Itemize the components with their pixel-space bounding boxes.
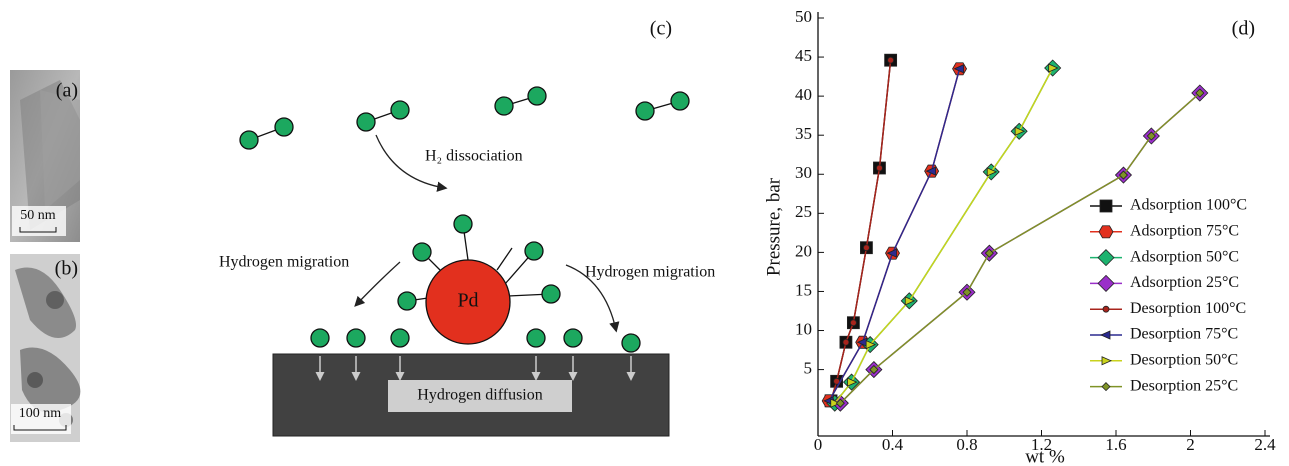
panel-label: (d) <box>1232 18 1255 40</box>
marker <box>1103 306 1109 312</box>
migration-label: Hydrogen migration <box>219 254 349 271</box>
legend-label: Desorption 100°C <box>1130 300 1246 317</box>
marker <box>1102 383 1110 391</box>
y-tick-label: 50 <box>795 7 812 26</box>
legend-label: Adsorption 25°C <box>1130 274 1239 291</box>
marker <box>876 165 882 171</box>
marker <box>1100 200 1112 212</box>
y-tick-label: 5 <box>804 358 813 377</box>
x-tick-label: 0 <box>814 435 823 454</box>
series-line <box>831 60 891 401</box>
x-tick-label: 2.4 <box>1254 435 1276 454</box>
series <box>827 60 1061 411</box>
diagram: (c) Hydrogen diffusion <box>219 18 715 436</box>
figure: (a) 50 nm (b) 100 nm (c) Hydrogen diffus… <box>0 0 1289 466</box>
micrograph-a: (a) 50 nm <box>10 70 80 242</box>
marker <box>1102 357 1111 365</box>
dissociation-label: H₂ dissociation <box>425 148 523 165</box>
legend-label: Desorption 75°C <box>1130 326 1238 343</box>
page: (a) 50 nm (b) 100 nm (c) Hydrogen diffus… <box>0 0 1289 466</box>
x-tick-label: 1.2 <box>1031 435 1052 454</box>
panel-label: (c) <box>650 18 672 40</box>
marker <box>850 320 856 326</box>
series-line <box>829 69 959 401</box>
panel-label: (b) <box>55 258 78 280</box>
y-tick-label: 20 <box>795 241 812 260</box>
marker <box>1098 275 1114 291</box>
marker <box>888 57 894 63</box>
y-axis-label: Pressure, bar <box>763 177 784 276</box>
micrograph-b: (b) 100 nm <box>10 254 80 442</box>
marker <box>1101 331 1110 339</box>
legend-label: Adsorption 100°C <box>1130 197 1247 214</box>
x-tick-label: 1.6 <box>1105 435 1126 454</box>
y-tick-label: 25 <box>795 202 812 221</box>
series-line <box>829 69 959 401</box>
x-tick-label: 2 <box>1186 435 1195 454</box>
y-tick-label: 10 <box>795 319 812 338</box>
series <box>831 64 1058 407</box>
particle-label: Pd <box>457 290 478 312</box>
series <box>822 63 966 407</box>
marker <box>1099 226 1113 238</box>
marker <box>1098 250 1114 266</box>
scale-bar-label: 50 nm <box>20 208 56 223</box>
series <box>828 57 894 404</box>
scale-bar-label: 100 nm <box>19 406 62 421</box>
y-tick-label: 15 <box>795 280 812 299</box>
marker <box>843 339 849 345</box>
panel-label: (a) <box>56 80 78 102</box>
x-tick-label: 0.4 <box>882 435 904 454</box>
x-tick-label: 0.8 <box>956 435 977 454</box>
legend-label: Desorption 50°C <box>1130 351 1238 368</box>
legend-label: Adsorption 75°C <box>1130 222 1239 239</box>
y-tick-label: 40 <box>795 85 812 104</box>
diffusion-label: Hydrogen diffusion <box>417 387 542 404</box>
marker <box>863 245 869 251</box>
migration-label: Hydrogen migration <box>585 264 715 281</box>
y-tick-label: 35 <box>795 124 812 143</box>
y-tick-label: 45 <box>795 46 812 65</box>
series-line <box>831 60 891 401</box>
y-tick-label: 30 <box>795 163 812 182</box>
legend-label: Desorption 25°C <box>1130 377 1238 394</box>
legend-label: Adsorption 50°C <box>1130 248 1239 265</box>
